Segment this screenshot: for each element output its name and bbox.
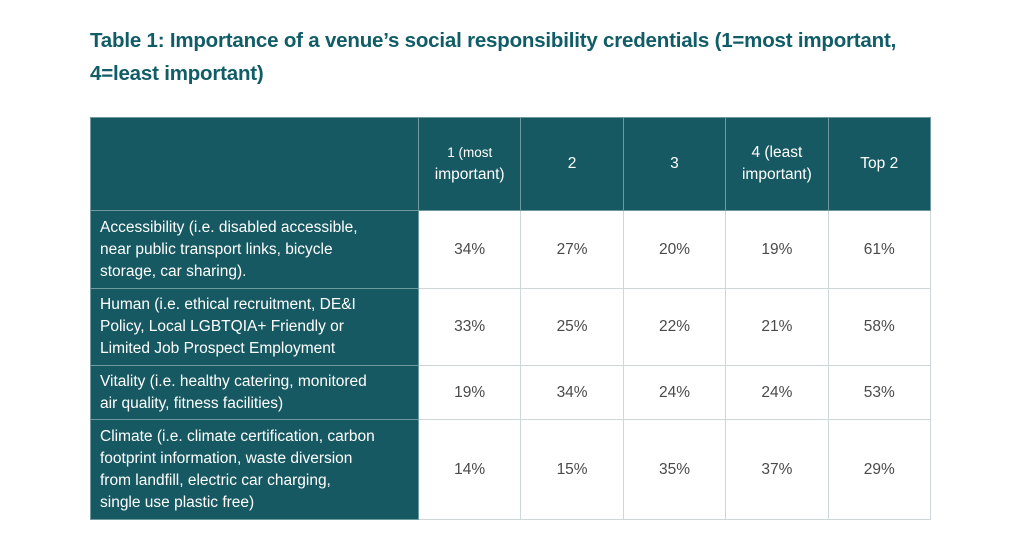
header-cell-3-label: 3: [670, 155, 679, 172]
row-label-human: Human (i.e. ethical recruitment, DE&I Po…: [90, 288, 419, 366]
value-cell: 29%: [827, 419, 931, 520]
row-label-line: Policy, Local LGBTQIA+ Friendly or: [100, 318, 344, 335]
header-cell-top-2: Top 2: [827, 117, 931, 211]
value-cell: 34%: [417, 210, 522, 289]
value-cell: 15%: [520, 419, 624, 520]
value-cell: 58%: [827, 288, 931, 366]
header-cell-1-line-1: 1 (most: [447, 145, 493, 160]
value-cell: 24%: [725, 365, 829, 420]
value-cell: 33%: [417, 288, 522, 366]
header-cell-top-2-label: Top 2: [860, 155, 899, 172]
row-label-line: Limited Job Prospect Employment: [100, 340, 336, 357]
row-label-line: near public transport links, bicycle: [100, 240, 333, 258]
row-label-line: air quality, fitness facilities): [100, 394, 284, 412]
row-label-line: single use plastic free): [100, 493, 255, 511]
table-row-vitality: Vitality (i.e. healthy catering, monitor…: [90, 365, 931, 420]
table-row-human: Human (i.e. ethical recruitment, DE&I Po…: [90, 288, 931, 366]
row-label-line: Accessibility (i.e. disabled accessible,: [100, 218, 358, 236]
header-cell-3: 3: [622, 117, 727, 211]
header-corner-cell: [90, 117, 419, 211]
value-cell: 37%: [725, 419, 829, 520]
row-label-line: storage, car sharing).: [100, 262, 247, 280]
value-cell: 35%: [622, 419, 727, 520]
value-cell: 20%: [622, 210, 727, 289]
value-cell: 27%: [520, 210, 624, 289]
header-cell-4-least-important: 4 (least important): [725, 117, 829, 211]
table-header: 1 (most important) 2 3 4 (least importan…: [90, 117, 931, 211]
table-row-climate: Climate (i.e. climate certification, car…: [90, 419, 931, 520]
row-label-line: Climate (i.e. climate certification, car…: [100, 427, 375, 445]
row-label-line: Human (i.e. ethical recruitment, DE&I: [100, 296, 356, 313]
row-label-line: Vitality (i.e. healthy catering, monitor…: [100, 372, 367, 390]
value-cell: 61%: [827, 210, 931, 289]
header-cell-1-line-2: important): [434, 166, 505, 183]
header-cell-2: 2: [520, 117, 624, 211]
value-cell: 34%: [520, 365, 624, 420]
header-cell-1-most-important: 1 (most important): [417, 117, 522, 211]
value-cell: 21%: [725, 288, 829, 366]
row-label-climate: Climate (i.e. climate certification, car…: [90, 419, 419, 520]
table-title-line-1: Table 1: Importance of a venue’s social …: [90, 29, 897, 52]
table-title-line-2: 4=least important): [90, 62, 264, 85]
row-label-line: footprint information, waste diversion: [100, 449, 353, 467]
header-cell-4-line-1: 4 (least: [751, 144, 803, 161]
value-cell: 14%: [417, 419, 522, 520]
value-cell: 53%: [827, 365, 931, 420]
row-label-line: from landfill, electric car charging,: [100, 471, 331, 489]
value-cell: 24%: [622, 365, 727, 420]
value-cell: 25%: [520, 288, 624, 366]
header-cell-2-label: 2: [567, 155, 577, 172]
value-cell: 19%: [417, 365, 522, 420]
table-title: Table 1: Importance of a venue’s social …: [90, 24, 950, 90]
row-label-vitality: Vitality (i.e. healthy catering, monitor…: [90, 365, 419, 420]
header-row: 1 (most important) 2 3 4 (least importan…: [90, 117, 931, 211]
value-cell: 22%: [622, 288, 727, 366]
row-label-accessibility: Accessibility (i.e. disabled accessible,…: [90, 210, 419, 289]
credentials-table: 1 (most important) 2 3 4 (least importan…: [90, 117, 931, 520]
value-cell: 19%: [725, 210, 829, 289]
header-cell-4-line-2: important): [741, 166, 812, 183]
table-row-accessibility: Accessibility (i.e. disabled accessible,…: [90, 210, 931, 289]
table-body: Accessibility (i.e. disabled accessible,…: [90, 210, 931, 520]
